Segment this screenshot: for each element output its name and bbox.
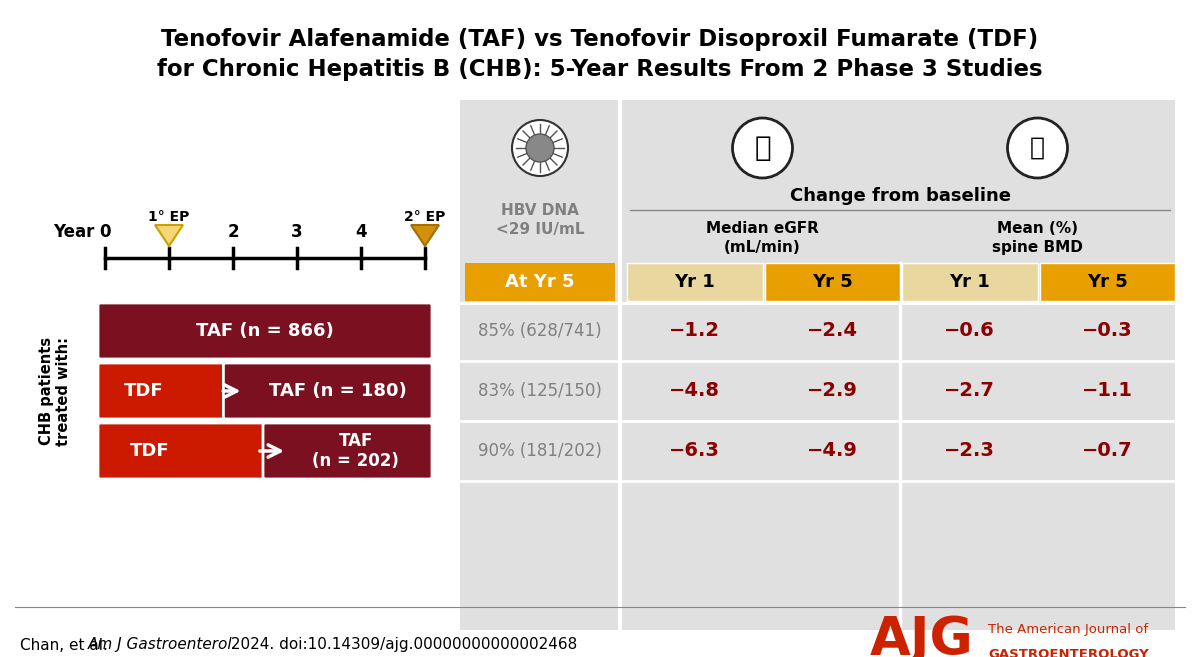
Text: Change from baseline: Change from baseline: [790, 187, 1010, 205]
Text: Mean (%)
spine BMD: Mean (%) spine BMD: [992, 221, 1082, 256]
Circle shape: [1008, 118, 1068, 178]
Text: TDF: TDF: [130, 442, 169, 460]
Text: −2.7: −2.7: [944, 382, 995, 401]
FancyBboxPatch shape: [902, 263, 1038, 301]
Circle shape: [732, 118, 792, 178]
Polygon shape: [155, 225, 182, 246]
FancyBboxPatch shape: [628, 263, 762, 301]
FancyBboxPatch shape: [764, 263, 900, 301]
Text: TAF (n = 866): TAF (n = 866): [196, 322, 334, 340]
Text: −4.8: −4.8: [670, 382, 720, 401]
Text: Yr 5: Yr 5: [812, 273, 853, 291]
Text: GASTROENTEROLOGY: GASTROENTEROLOGY: [988, 648, 1148, 657]
Text: 1: 1: [163, 223, 175, 241]
FancyBboxPatch shape: [1039, 263, 1175, 301]
Text: 2° EP: 2° EP: [404, 210, 445, 224]
Text: CHB patients
treated with:: CHB patients treated with:: [38, 336, 71, 445]
Text: −0.7: −0.7: [1082, 442, 1133, 461]
Text: Yr 5: Yr 5: [1087, 273, 1128, 291]
Text: −0.3: −0.3: [1082, 321, 1133, 340]
Circle shape: [512, 120, 568, 176]
Text: 0: 0: [100, 223, 110, 241]
Text: TAF (n = 180): TAF (n = 180): [269, 382, 407, 400]
Text: Year: Year: [53, 223, 95, 241]
Text: 3: 3: [292, 223, 302, 241]
Text: 1° EP: 1° EP: [149, 210, 190, 224]
Text: −1.1: −1.1: [1081, 382, 1133, 401]
FancyBboxPatch shape: [223, 363, 432, 419]
FancyBboxPatch shape: [466, 263, 616, 301]
Text: At Yr 5: At Yr 5: [505, 273, 575, 291]
Text: Tenofovir Alafenamide (TAF) vs Tenofovir Disoproxil Fumarate (TDF): Tenofovir Alafenamide (TAF) vs Tenofovir…: [161, 28, 1039, 51]
Polygon shape: [410, 225, 439, 246]
FancyBboxPatch shape: [263, 423, 432, 479]
Text: 85% (628/741): 85% (628/741): [478, 322, 602, 340]
Text: for Chronic Hepatitis B (CHB): 5-Year Results From 2 Phase 3 Studies: for Chronic Hepatitis B (CHB): 5-Year Re…: [157, 58, 1043, 81]
FancyBboxPatch shape: [98, 303, 432, 359]
Text: Yr 1: Yr 1: [674, 273, 715, 291]
Text: Yr 1: Yr 1: [949, 273, 990, 291]
Text: Chan, et al.: Chan, et al.: [20, 637, 113, 652]
Text: 🫀: 🫀: [754, 134, 770, 162]
Text: 2024. doi:10.14309/ajg.00000000000002468: 2024. doi:10.14309/ajg.00000000000002468: [226, 637, 577, 652]
Text: −6.3: −6.3: [670, 442, 720, 461]
Text: TAF
(n = 202): TAF (n = 202): [312, 432, 400, 470]
Text: TDF: TDF: [124, 382, 163, 400]
Text: 83% (125/150): 83% (125/150): [478, 382, 602, 400]
Text: Median eGFR
(mL/min): Median eGFR (mL/min): [706, 221, 818, 256]
FancyBboxPatch shape: [98, 423, 266, 479]
FancyBboxPatch shape: [460, 100, 1175, 630]
Text: 4: 4: [355, 223, 367, 241]
Text: The American Journal of: The American Journal of: [988, 622, 1148, 635]
Text: 🦴: 🦴: [1030, 136, 1045, 160]
Text: 2: 2: [227, 223, 239, 241]
Text: −2.4: −2.4: [806, 321, 858, 340]
Text: HBV DNA
<29 IU/mL: HBV DNA <29 IU/mL: [496, 202, 584, 237]
Text: −2.3: −2.3: [944, 442, 995, 461]
Text: −1.2: −1.2: [670, 321, 720, 340]
Text: Am J Gastroenterol.: Am J Gastroenterol.: [88, 637, 238, 652]
Text: −4.9: −4.9: [806, 442, 858, 461]
Circle shape: [526, 134, 554, 162]
Text: 90% (181/202): 90% (181/202): [478, 442, 602, 460]
Text: AJG: AJG: [870, 614, 973, 657]
Text: 5: 5: [419, 223, 431, 241]
Text: −2.9: −2.9: [806, 382, 858, 401]
Text: −0.6: −0.6: [944, 321, 995, 340]
FancyBboxPatch shape: [98, 363, 228, 419]
